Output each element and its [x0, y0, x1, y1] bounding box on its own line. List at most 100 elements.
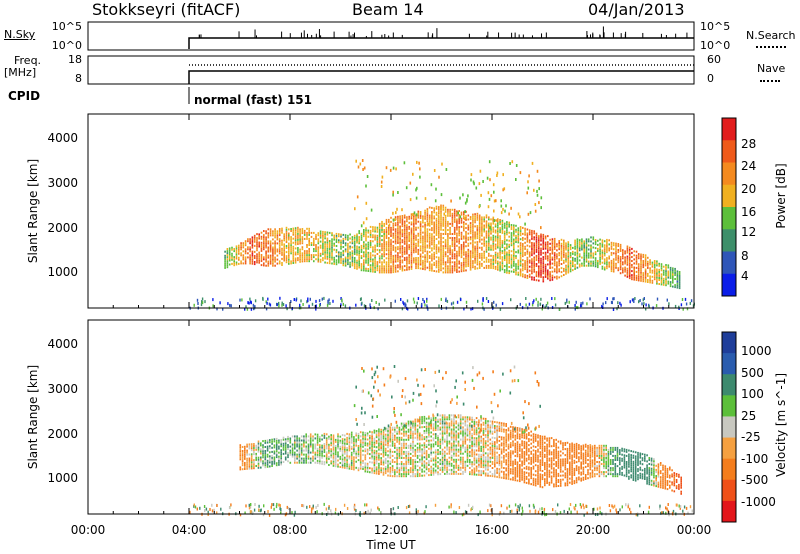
heatmap-cell [315, 246, 317, 248]
heatmap-cell [506, 221, 508, 224]
heatmap-cell [357, 445, 360, 447]
heatmap-cell [330, 438, 332, 441]
heatmap-cell [513, 244, 515, 247]
heatmap-cell [549, 279, 551, 282]
heatmap-cell [542, 272, 545, 275]
heatmap-cell [494, 229, 497, 232]
heatmap-cell [619, 250, 622, 252]
heatmap-cell [283, 257, 285, 260]
heatmap-cell [326, 245, 329, 248]
heatmap-cell [403, 465, 405, 468]
heatmap-cell [367, 255, 370, 258]
heatmap-cell [396, 450, 398, 453]
heatmap-cell [403, 265, 406, 268]
heatmap-cell [403, 234, 406, 237]
heatmap-cell [676, 282, 679, 285]
heatmap-cell [347, 244, 349, 247]
heatmap-cell [640, 261, 642, 264]
heatmap-cell [503, 269, 506, 272]
heatmap-cell [324, 257, 326, 260]
heatmap-cell [416, 456, 419, 459]
heatmap-cell [367, 259, 370, 262]
heatmap-cell [660, 283, 663, 286]
heatmap-cell [425, 466, 428, 469]
heatmap-cell [387, 446, 389, 449]
heatmap-cell [428, 455, 430, 458]
heatmap-cell [257, 456, 260, 459]
heatmap-cell [544, 275, 547, 278]
heatmap-cell [353, 450, 355, 453]
heatmap-cell [428, 447, 430, 450]
heatmap-cell [394, 236, 397, 239]
heatmap-cell [483, 226, 485, 229]
heatmap-cell [565, 242, 567, 245]
heatmap-cell [412, 469, 414, 472]
heatmap-cell [271, 450, 273, 453]
heatmap-cell [366, 175, 369, 178]
heatmap-cell [256, 239, 258, 242]
heatmap-cell [456, 256, 458, 259]
heatmap-cell [382, 461, 385, 464]
heatmap-cell [299, 242, 301, 245]
heatmap-cell [349, 247, 351, 250]
heatmap-cell [294, 237, 297, 240]
heatmap-cell [575, 300, 577, 304]
heatmap-cell [392, 224, 395, 227]
heatmap-cell [307, 439, 310, 442]
heatmap-cell [494, 261, 497, 264]
heatmap-cell [633, 266, 635, 269]
heatmap-cell [419, 221, 422, 224]
heatmap-cell [371, 471, 373, 474]
heatmap-cell [515, 271, 517, 274]
heatmap-cell [414, 463, 417, 465]
heatmap-cell [528, 245, 531, 248]
heatmap-cell [334, 445, 337, 447]
heatmap-cell [622, 249, 624, 252]
heatmap-cell [440, 242, 442, 245]
heatmap-cell [463, 241, 465, 244]
heatmap-cell [375, 470, 378, 473]
heatmap-cell [387, 474, 389, 477]
heatmap-cell [428, 255, 431, 257]
heatmap-cell [355, 452, 357, 455]
heatmap-cell [389, 466, 392, 469]
heatmap-cell [309, 441, 312, 444]
heatmap-cell [369, 457, 371, 460]
heatmap-cell [592, 238, 595, 241]
heatmap-cell [431, 265, 433, 268]
heatmap-cell [373, 470, 376, 472]
heatmap-cell [478, 256, 481, 259]
heatmap-cell [378, 446, 380, 449]
heatmap-cell [472, 264, 474, 267]
heatmap-cell [540, 247, 542, 250]
heatmap-cell [631, 298, 634, 302]
heatmap-cell [456, 271, 458, 273]
heatmap-cell [321, 444, 323, 447]
heatmap-cell [578, 253, 581, 256]
heatmap-cell [419, 472, 421, 475]
heatmap-cell [551, 297, 553, 300]
heatmap-cell [519, 262, 522, 265]
heatmap-cell [574, 253, 576, 256]
heatmap-cell [428, 470, 430, 473]
heatmap-cell [416, 420, 419, 423]
heatmap-cell [372, 260, 374, 263]
heatmap-cell [378, 464, 380, 467]
heatmap-cell [519, 256, 522, 259]
heatmap-cell [356, 253, 358, 256]
heatmap-cell [676, 280, 679, 283]
heatmap-cell [419, 231, 422, 234]
heatmap-cell [260, 460, 262, 463]
heatmap-cell [239, 454, 242, 457]
heatmap-cell [391, 432, 394, 435]
heatmap-cell [350, 447, 353, 450]
heatmap-cell [319, 448, 321, 451]
heatmap-cell [315, 235, 317, 238]
heatmap-cell [367, 235, 370, 238]
heatmap-cell [417, 240, 420, 243]
heatmap-cell [576, 260, 579, 263]
heatmap-cell [224, 262, 226, 265]
heatmap-cell [606, 245, 608, 247]
heatmap-cell [447, 235, 449, 237]
heatmap-cell [396, 432, 398, 435]
